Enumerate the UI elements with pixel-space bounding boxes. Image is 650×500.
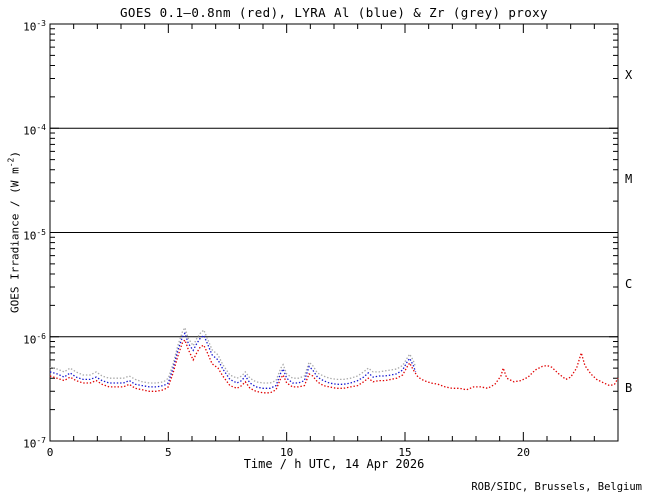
x-tick-label: 20	[516, 446, 530, 459]
chart-title: GOES 0.1–0.8nm (red), LYRA Al (blue) & Z…	[120, 5, 548, 20]
flare-class-b: B	[625, 380, 633, 395]
series-lyra_zr_grey	[49, 326, 417, 384]
y-tick-label: 10-5	[23, 227, 46, 243]
series-lyra_al_blue	[49, 331, 417, 389]
flare-class-x: X	[625, 68, 633, 83]
x-tick-label: 5	[165, 446, 172, 459]
credit-text: ROB/SIDC, Brussels, Belgium	[471, 481, 642, 493]
x-tick-label: 0	[46, 446, 54, 459]
y-tick-label: 10-6	[23, 331, 46, 347]
series-goes_red	[49, 338, 619, 394]
flare-class-c: C	[625, 276, 633, 291]
y-axis-title-exponent: -2	[6, 157, 16, 168]
x-axis-title: Time / h UTC, 14 Apr 2026	[243, 457, 425, 471]
flare-class-m: M	[625, 172, 633, 187]
y-axis-title-suffix: )	[8, 151, 22, 158]
y-tick-label: 10-4	[23, 123, 46, 138]
x-tick-label: 15	[398, 446, 412, 459]
x-tick-label: 10	[280, 446, 294, 459]
y-tick-label: 10-7	[23, 436, 46, 451]
y-tick-label: 10-3	[23, 19, 46, 34]
